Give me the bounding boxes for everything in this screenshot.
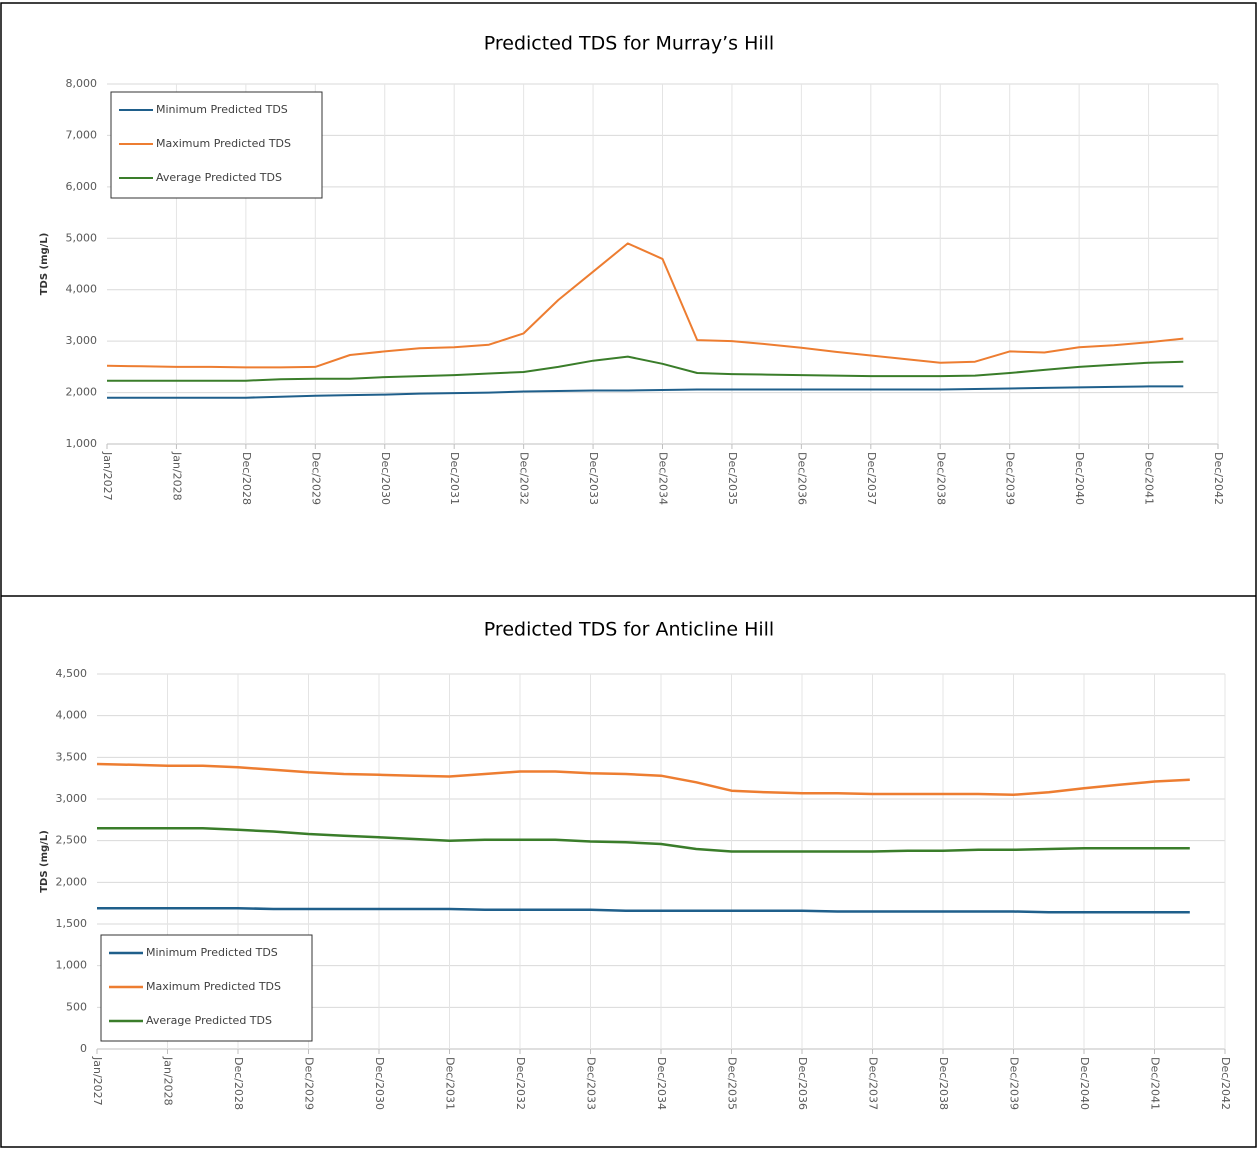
x-tick-label: Dec/2034 — [655, 1057, 668, 1110]
x-tick-label: Dec/2029 — [309, 452, 322, 505]
x-tick-label: Jan/2028 — [162, 1056, 175, 1106]
y-axis-label: TDS (mg/L) — [39, 830, 50, 893]
y-tick-label: 3,500 — [56, 750, 88, 763]
legend-label: Minimum Predicted TDS — [146, 946, 278, 959]
y-tick-label: 2,000 — [56, 875, 88, 888]
x-tick-label: Dec/2032 — [518, 452, 531, 505]
y-tick-label: 4,500 — [56, 667, 88, 680]
y-tick-label: 4,000 — [56, 709, 88, 722]
x-tick-label: Dec/2038 — [934, 452, 947, 505]
x-tick-label: Jan/2028 — [170, 451, 183, 501]
x-tick-label: Dec/2030 — [379, 452, 392, 505]
x-tick-label: Dec/2037 — [867, 1057, 880, 1110]
x-tick-label: Dec/2029 — [303, 1057, 316, 1110]
x-tick-label: Dec/2042 — [1212, 452, 1225, 505]
y-tick-label: 3,000 — [66, 334, 98, 347]
y-tick-label: 0 — [80, 1042, 87, 1055]
legend-label: Maximum Predicted TDS — [146, 980, 281, 993]
y-tick-label: 4,000 — [66, 283, 98, 296]
legend-label: Minimum Predicted TDS — [156, 103, 288, 116]
y-tick-label: 3,000 — [56, 792, 88, 805]
series-line — [106, 242, 1184, 369]
x-tick-label: Dec/2038 — [937, 1057, 950, 1110]
y-tick-label: 2,000 — [66, 386, 98, 399]
x-tick-label: Dec/2039 — [1008, 1057, 1021, 1110]
x-tick-label: Jan/2027 — [91, 1056, 104, 1106]
series-line — [97, 906, 1190, 914]
x-tick-label: Dec/2032 — [514, 1057, 527, 1110]
chart-title: Predicted TDS for Murray’s Hill — [484, 33, 774, 55]
y-axis-label: TDS (mg/L) — [39, 233, 50, 296]
x-tick-label: Dec/2036 — [796, 1057, 809, 1110]
x-tick-label: Dec/2031 — [444, 1057, 457, 1110]
series-line — [107, 355, 1184, 382]
y-tick-label: 1,000 — [66, 437, 98, 450]
x-tick-label: Dec/2036 — [795, 452, 808, 505]
x-tick-label: Dec/2037 — [865, 452, 878, 505]
x-tick-label: Dec/2030 — [373, 1057, 386, 1110]
series-line — [96, 762, 1190, 797]
x-tick-label: Dec/2034 — [657, 452, 670, 505]
y-tick-label: 500 — [66, 1000, 87, 1013]
y-tick-label: 1,500 — [56, 917, 88, 930]
x-tick-label: Dec/2041 — [1143, 452, 1156, 505]
y-tick-label: 7,000 — [66, 128, 98, 141]
x-tick-label: Dec/2041 — [1149, 1057, 1162, 1110]
x-tick-label: Dec/2039 — [1004, 452, 1017, 505]
legend-label: Average Predicted TDS — [156, 171, 282, 184]
legend-label: Maximum Predicted TDS — [156, 137, 291, 150]
x-tick-label: Dec/2040 — [1078, 1057, 1091, 1110]
y-tick-label: 8,000 — [66, 77, 98, 90]
y-tick-label: 1,000 — [56, 959, 88, 972]
series-line — [107, 385, 1184, 399]
chart-title: Predicted TDS for Anticline Hill — [484, 619, 774, 641]
series-line — [97, 826, 1190, 853]
x-tick-label: Dec/2040 — [1073, 452, 1086, 505]
x-tick-label: Dec/2033 — [587, 452, 600, 505]
legend-label: Average Predicted TDS — [146, 1014, 272, 1027]
x-tick-label: Dec/2028 — [232, 1057, 245, 1110]
x-tick-label: Dec/2033 — [585, 1057, 598, 1110]
y-tick-label: 6,000 — [66, 180, 98, 193]
y-tick-label: 2,500 — [56, 834, 88, 847]
x-tick-label: Dec/2035 — [726, 452, 739, 505]
x-tick-label: Dec/2028 — [240, 452, 253, 505]
x-tick-label: Dec/2031 — [448, 452, 461, 505]
x-tick-label: Dec/2035 — [726, 1057, 739, 1110]
x-tick-label: Dec/2042 — [1219, 1057, 1232, 1110]
x-tick-label: Jan/2027 — [101, 451, 114, 501]
y-tick-label: 5,000 — [66, 231, 98, 244]
